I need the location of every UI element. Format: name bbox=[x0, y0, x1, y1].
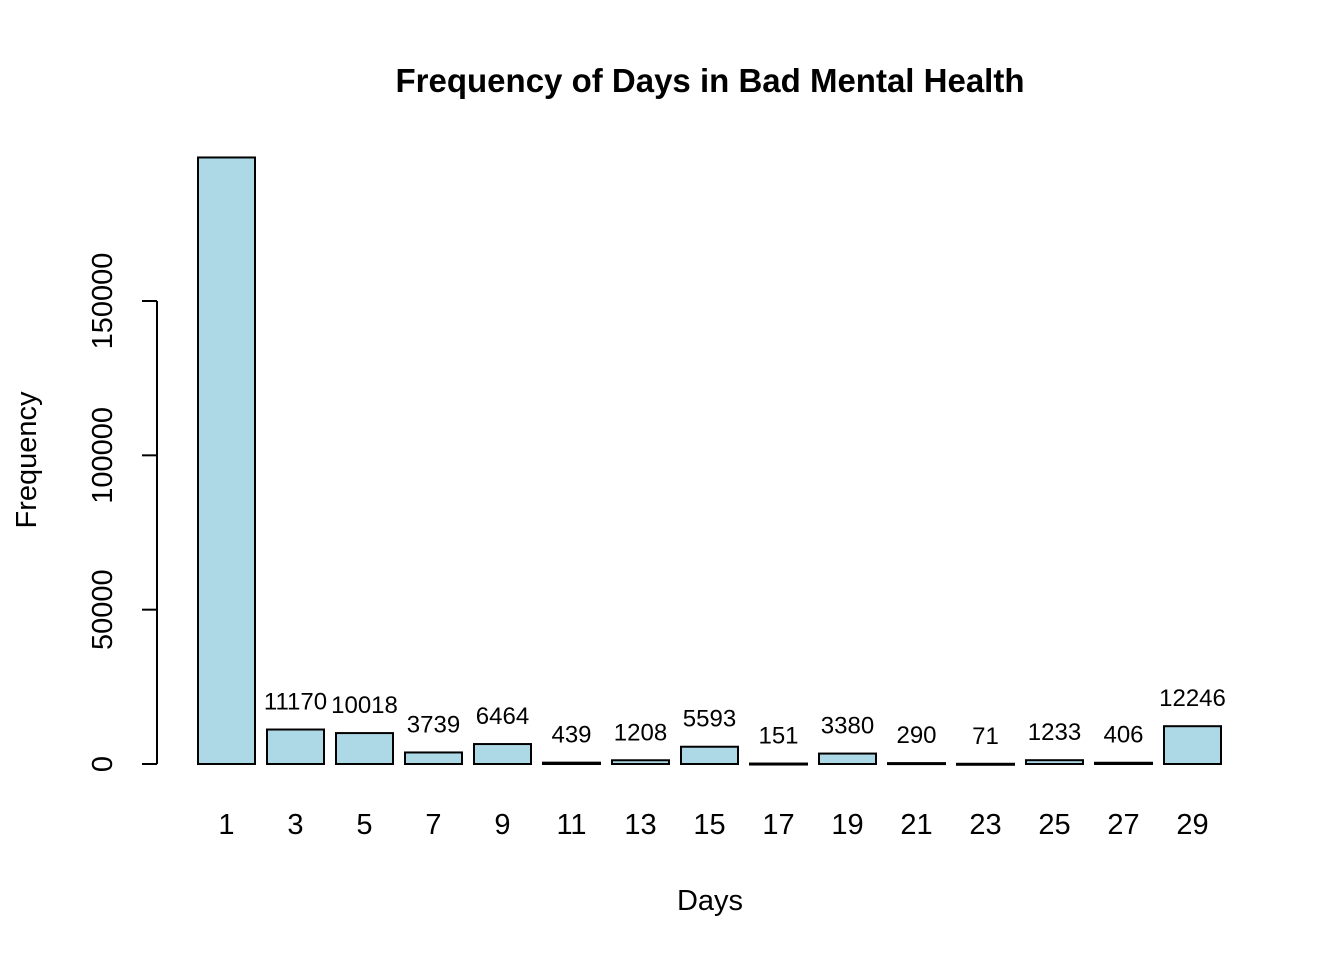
x-tick-label: 19 bbox=[831, 809, 863, 841]
data-label: 10018 bbox=[331, 692, 398, 719]
y-tick-label: 50000 bbox=[87, 569, 119, 650]
x-tick-label: 25 bbox=[1038, 809, 1070, 841]
x-tick-label: 15 bbox=[693, 809, 725, 841]
bar bbox=[887, 762, 946, 766]
data-label: 71 bbox=[972, 723, 999, 750]
data-labels: 11170 10018 3739 6464 439 1208 5593 151 3380 290 7… bbox=[264, 685, 1226, 750]
data-label: 151 bbox=[758, 723, 798, 750]
bar bbox=[1094, 761, 1153, 766]
bar bbox=[197, 156, 256, 766]
y-tick-label: 100000 bbox=[87, 407, 119, 504]
x-tick-label: 1 bbox=[218, 809, 234, 841]
data-label: 5593 bbox=[683, 706, 736, 733]
x-tick-label: 23 bbox=[969, 809, 1001, 841]
x-tick-label: 21 bbox=[900, 809, 932, 841]
bars bbox=[197, 156, 1222, 766]
data-label: 12246 bbox=[1159, 685, 1226, 712]
bar bbox=[1163, 725, 1222, 766]
bar bbox=[473, 743, 532, 766]
data-label: 11170 bbox=[264, 689, 327, 716]
y-tick-label: 150000 bbox=[87, 253, 119, 350]
data-label: 290 bbox=[896, 722, 936, 749]
bar bbox=[404, 751, 463, 765]
bar bbox=[1025, 759, 1084, 766]
bar bbox=[956, 762, 1015, 766]
bar bbox=[611, 759, 670, 765]
data-label: 406 bbox=[1103, 722, 1143, 749]
y-axis-label: Frequency bbox=[11, 391, 43, 529]
x-tick-label: 11 bbox=[556, 809, 586, 841]
x-tick-label: 27 bbox=[1107, 809, 1139, 841]
data-label: 3739 bbox=[407, 711, 460, 738]
bar bbox=[266, 728, 325, 765]
data-label: 439 bbox=[551, 722, 591, 749]
x-tick-label: 13 bbox=[624, 809, 656, 841]
data-label: 1233 bbox=[1028, 719, 1081, 746]
bar bbox=[680, 745, 739, 765]
bar bbox=[542, 761, 601, 766]
y-tick-label: 0 bbox=[87, 756, 119, 772]
x-tick-label: 9 bbox=[494, 809, 510, 841]
x-tick-labels: 1 3 5 7 9 11 13 15 17 19 21 23 25 27 29 bbox=[218, 809, 1208, 841]
x-tick-label: 17 bbox=[762, 809, 794, 841]
bar bbox=[335, 732, 394, 765]
bar bbox=[818, 752, 877, 766]
x-tick-label: 5 bbox=[356, 809, 372, 841]
bar bbox=[749, 762, 808, 766]
x-tick-label: 29 bbox=[1176, 809, 1208, 841]
data-label: 3380 bbox=[821, 713, 874, 740]
y-axis: 0 50000 100000 150000 bbox=[87, 253, 158, 772]
x-tick-label: 7 bbox=[425, 809, 441, 841]
x-tick-label: 3 bbox=[287, 809, 303, 841]
data-label: 6464 bbox=[476, 703, 529, 730]
data-label: 1208 bbox=[614, 719, 667, 746]
x-axis-label: Days bbox=[677, 885, 743, 917]
chart-title: Frequency of Days in Bad Mental Health bbox=[396, 62, 1025, 99]
